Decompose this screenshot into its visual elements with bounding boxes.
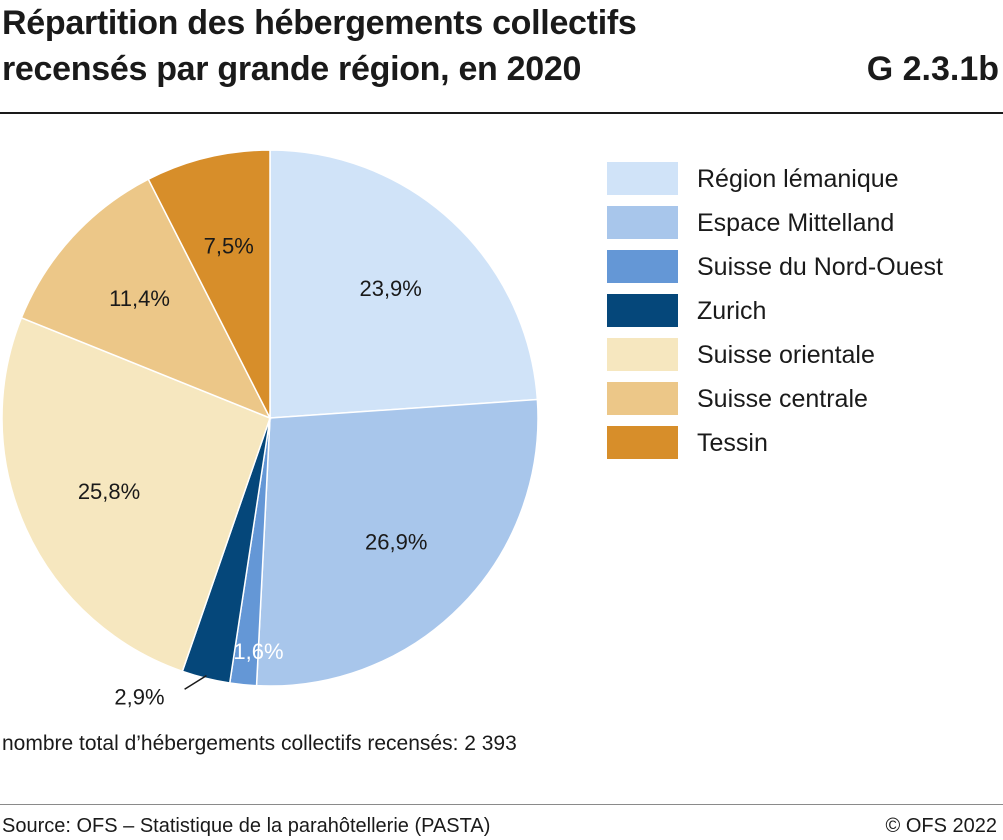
legend-swatch-suisse-centrale — [607, 382, 678, 415]
legend-label-region-lemanique: Région lémanique — [697, 165, 899, 193]
legend-swatch-zurich — [607, 294, 678, 327]
header-rule — [0, 112, 1003, 114]
legend-swatch-region-lemanique — [607, 162, 678, 195]
legend-swatch-tessin — [607, 426, 678, 459]
legend-label-tessin: Tessin — [697, 429, 768, 457]
legend-label-suisse-centrale: Suisse centrale — [697, 385, 868, 413]
pie-slice-suisse-orientale — [1, 316, 271, 673]
pie-slice-tessin — [147, 149, 271, 419]
copyright-text: © OFS 2022 — [885, 815, 997, 837]
legend-label-zurich: Zurich — [697, 297, 767, 325]
pie-slice-espace-mittelland — [255, 398, 539, 687]
legend-label-suisse-du-nord-ouest: Suisse du Nord-Ouest — [697, 253, 943, 281]
source-text: Source: OFS – Statistique de la parahôte… — [2, 815, 491, 837]
chart-title-line-1: Répartition des hébergements collectifs — [2, 4, 637, 42]
legend-label-suisse-orientale: Suisse orientale — [697, 341, 875, 369]
pie-slice-suisse-centrale — [20, 178, 272, 420]
slice-label-region-lemanique: 23,9% — [359, 276, 421, 301]
legend-swatch-espace-mittelland — [607, 206, 678, 239]
pie-chart: 23,9% 26,9% 1,6% 2,9% 25,8% 11,4% 7,5% — [1, 149, 539, 710]
slice-label-espace-mittelland: 26,9% — [365, 529, 427, 554]
chart-code: G 2.3.1b — [866, 50, 999, 88]
legend-swatch-suisse-du-nord-ouest — [607, 250, 678, 283]
leader-line-zurich — [184, 674, 207, 690]
slice-label-suisse-du-nord-ouest: 1,6% — [233, 639, 283, 664]
total-note: nombre total d’hébergements collectifs r… — [2, 732, 517, 755]
chart-title: Répartition des hébergements collectifs … — [2, 0, 822, 92]
pie-slice-region-lemanique — [269, 149, 539, 419]
footer-rule — [0, 804, 1003, 805]
slice-label-suisse-centrale: 11,4% — [109, 286, 170, 311]
legend-label-espace-mittelland: Espace Mittelland — [697, 209, 895, 237]
slice-label-zurich: 2,9% — [114, 685, 164, 710]
chart-title-line-2: recensés par grande région, en 2020 — [2, 50, 582, 88]
slice-label-tessin: 7,5% — [204, 234, 254, 259]
legend-swatch-suisse-orientale — [607, 338, 678, 371]
slice-label-suisse-orientale: 25,8% — [78, 479, 140, 504]
